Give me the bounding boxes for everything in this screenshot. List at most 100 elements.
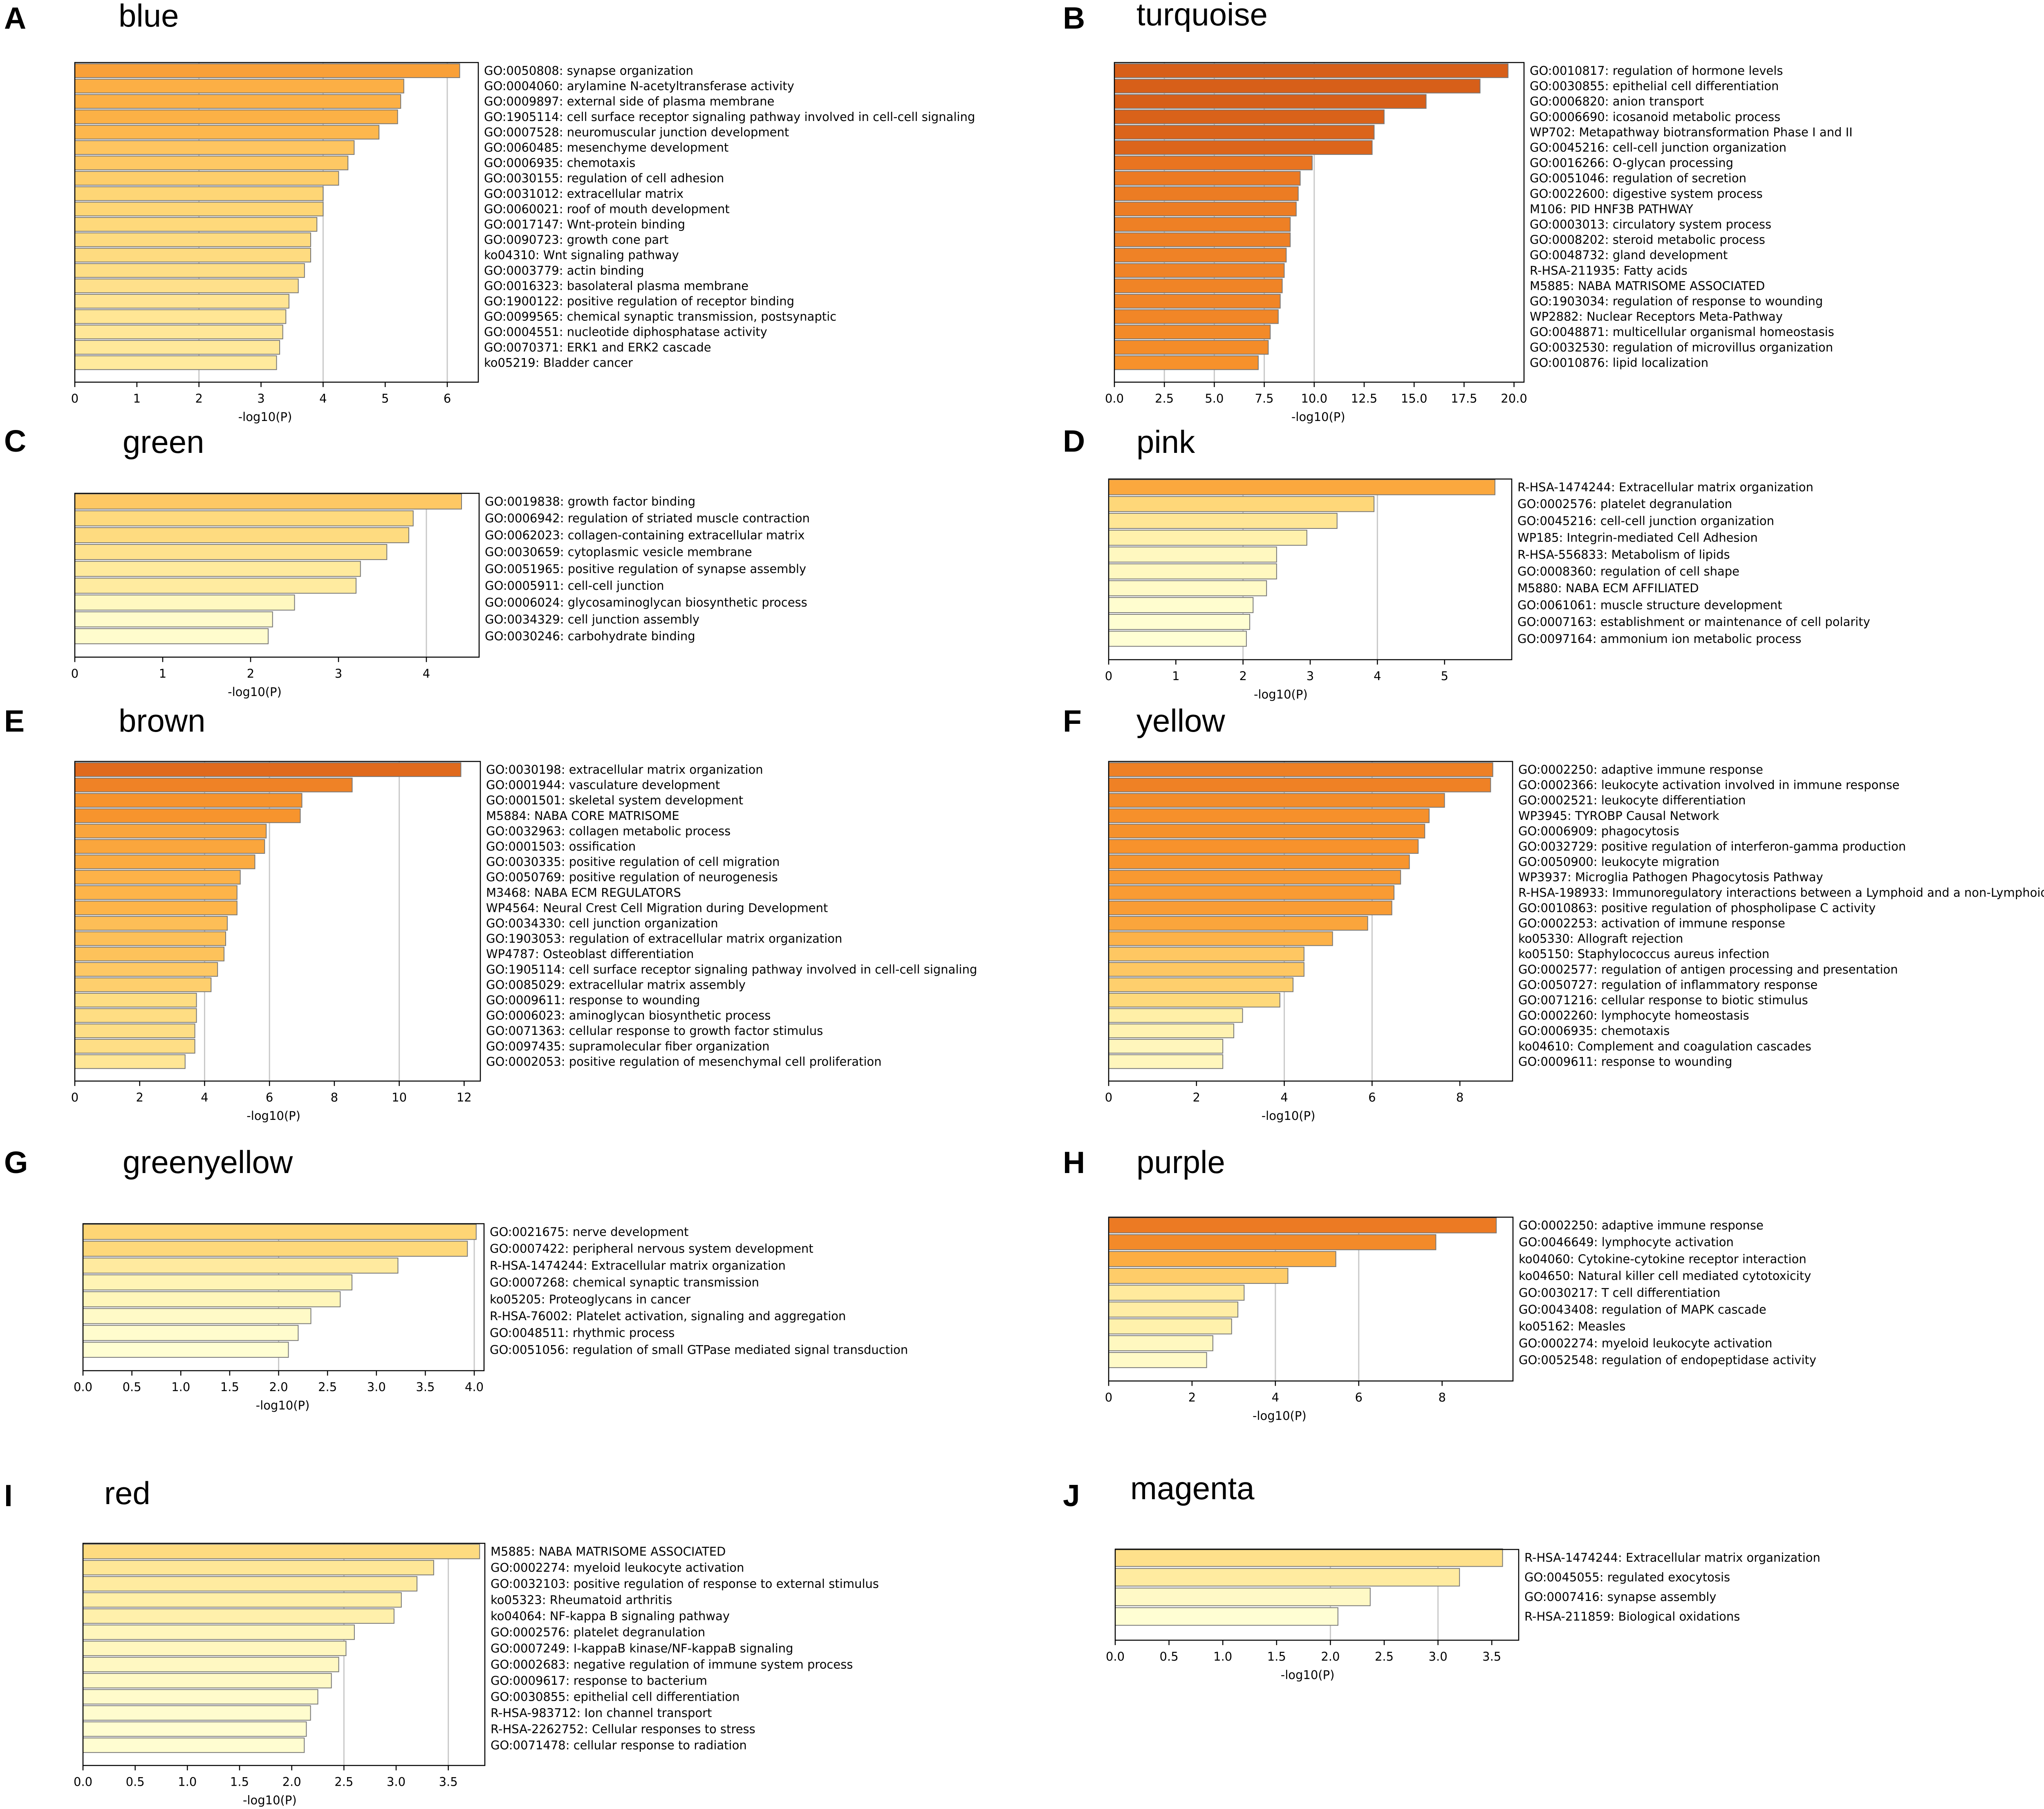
category-label: GO:0006942: regulation of striated muscl… [485,511,810,525]
category-label: GO:0052548: regulation of endopeptidase … [1519,1353,1816,1367]
bar [1108,885,1395,900]
panel-letter: A [4,1,26,35]
bar [1108,1318,1232,1334]
bar [1108,947,1304,962]
category-label: GO:0017147: Wnt-protein binding [484,217,685,231]
category-label: R-HSA-556833: Metabolism of lipids [1517,548,1730,562]
bar [1108,854,1410,869]
category-label: GO:0097435: supramolecular fiber organiz… [486,1039,769,1053]
bar [74,294,289,309]
bar [1108,563,1277,580]
category-label: GO:0050769: positive regulation of neuro… [486,870,778,884]
bar [1114,232,1291,247]
bar [1108,530,1307,546]
category-label: GO:0007163: establishment or maintenance… [1517,615,1870,629]
category-label: GO:1903034: regulation of response to wo… [1530,294,1823,308]
bar [1114,278,1283,293]
category-label: GO:0002576: platelet degranulation [1517,497,1732,511]
bar [74,340,280,355]
category-label: GO:0031012: extracellular matrix [484,187,684,201]
category-label: WP185: Integrin-mediated Cell Adhesion [1517,531,1758,545]
panel-letter: I [4,1478,13,1513]
x-tick-label: 6 [1368,1090,1376,1104]
x-tick-label: 0 [71,392,78,405]
category-label: R-HSA-211859: Biological oxidations [1524,1610,1740,1623]
category-label: GO:0030855: epithelial cell differentiat… [491,1690,740,1704]
bar [83,1560,434,1576]
x-tick-label: 8 [331,1090,338,1104]
category-label: M106: PID HNF3B PATHWAY [1530,202,1693,216]
plot-frame [82,1543,486,1766]
category-label: GO:0006935: chemotaxis [484,156,635,170]
bar [83,1576,418,1592]
x-tick-label: 1.5 [1267,1650,1286,1663]
bar [1108,900,1392,916]
panel-letter: B [1063,1,1085,35]
category-label: GO:0030155: regulation of cell adhesion [484,171,724,185]
plot-frame [82,1223,485,1371]
bar [1114,94,1427,109]
x-tick-label: 4 [1272,1390,1279,1404]
panel-title: greenyellow [123,1144,293,1180]
bar [74,94,401,109]
category-label: GO:0060021: roof of mouth development [484,202,730,216]
category-label: GO:0016266: O-glycan processing [1530,156,1733,170]
category-label: GO:0034329: cell junction assembly [485,612,699,626]
bar [1108,631,1247,647]
x-tick-label: 4 [1280,1090,1288,1104]
category-label: GO:0006909: phagocytosis [1518,824,1679,838]
bar [74,125,380,140]
bar [74,561,361,577]
category-label: GO:0003779: actin binding [484,264,644,278]
category-label: GO:0002250: adaptive immune response [1519,1218,1764,1232]
bar [74,232,312,247]
bar [74,611,273,627]
category-label: GO:0001503: ossification [486,840,636,853]
bar [74,947,225,962]
category-label: GO:0007422: peripheral nervous system de… [490,1242,814,1256]
bar [83,1240,468,1257]
category-label: GO:0002521: leukocyte differentiation [1518,793,1746,807]
category-label: GO:0030198: extracellular matrix organiz… [486,763,763,777]
bar [1114,171,1301,186]
plot-frame [1114,1549,1520,1641]
panel-letter: F [1063,704,1082,738]
category-label: GO:0006023: aminoglycan biosynthetic pro… [486,1009,771,1023]
bar [74,527,409,543]
bar [1108,793,1445,808]
bar [1108,1251,1336,1267]
bar [1114,78,1481,94]
category-label: R-HSA-1474244: Extracellular matrix orga… [1524,1551,1820,1565]
x-tick-label: 1.5 [220,1380,239,1394]
category-label: GO:0050900: leukocyte migration [1518,855,1719,869]
category-label: GO:0032103: positive regulation of respo… [491,1577,879,1591]
category-label: R-HSA-211935: Fatty acids [1530,264,1688,278]
bar [74,870,241,885]
category-label: GO:0010863: positive regulation of phosp… [1518,901,1876,915]
bar [1108,824,1425,839]
panel-letter: C [4,424,26,458]
bar [74,140,355,155]
bar [83,1689,318,1705]
category-label: GO:0016323: basolateral plasma membrane [484,279,749,293]
bar [1108,808,1430,823]
bar [1108,1335,1213,1351]
category-label: GO:0099565: chemical synaptic transmissi… [484,310,836,324]
bar [1114,340,1269,355]
category-label: ko04060: Cytokine-cytokine receptor inte… [1519,1252,1806,1266]
panel-title: yellow [1136,703,1225,739]
category-label: M5884: NABA CORE MATRISOME [486,809,679,823]
x-axis-label: -log10(P) [247,1109,300,1123]
bar [1108,1217,1497,1234]
bar [74,201,324,217]
category-label: GO:0032729: positive regulation of inter… [1518,840,1906,853]
bar [1108,931,1333,946]
x-tick-label: 5.0 [1205,392,1224,405]
bar [1108,546,1277,563]
bar [1114,355,1259,370]
x-tick-label: 3.5 [439,1775,458,1789]
x-axis-label: -log10(P) [1254,687,1308,701]
